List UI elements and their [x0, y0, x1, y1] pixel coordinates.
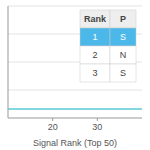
- table-text: 3: [92, 68, 97, 78]
- table-cell: [80, 28, 110, 46]
- chart: 20 30 Signal Rank (Top 50) Rank P 1 S 2 N 3 S: [0, 0, 150, 150]
- table-header: Rank: [84, 14, 107, 24]
- table-text: N: [120, 50, 127, 60]
- table-cell: [110, 46, 136, 64]
- x-tick: [52, 118, 53, 121]
- table-text: S: [120, 32, 126, 42]
- x-axis-line: [8, 118, 142, 119]
- plot-area: [8, 109, 142, 110]
- table-cell: [110, 28, 136, 46]
- table-cell: [80, 10, 110, 28]
- grid-line: [8, 90, 142, 91]
- table-cell: [110, 10, 136, 28]
- grid-line: [8, 6, 142, 7]
- inset-table: Rank P 1 S 2 N 3 S: [80, 10, 136, 82]
- y-axis-line: [8, 6, 9, 118]
- table-cell: [80, 46, 110, 64]
- x-tick-label: 30: [92, 122, 102, 132]
- x-tick-label: 20: [48, 122, 58, 132]
- table-header: P: [120, 14, 126, 24]
- table-text: 2: [92, 50, 97, 60]
- x-axis-label: Signal Rank (Top 50): [33, 138, 117, 148]
- table-cell: [110, 64, 136, 82]
- table-text: 1: [92, 32, 97, 42]
- x-tick: [97, 118, 98, 121]
- table-cell: [80, 64, 110, 82]
- table-text: S: [120, 68, 126, 78]
- signal-line: [8, 108, 142, 110]
